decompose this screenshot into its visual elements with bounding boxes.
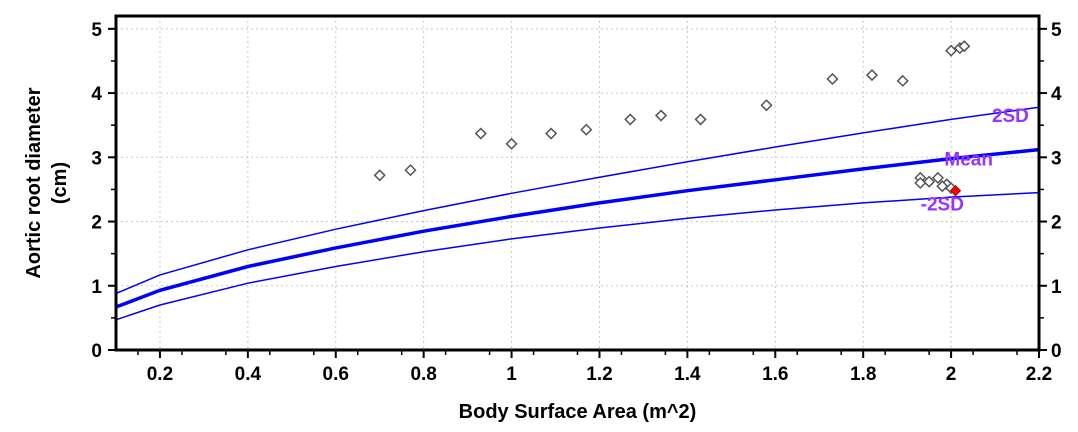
x-axis-ticks: 0.2 0.4 0.6 0.8 1 1.2 1.4 1.6 1.8 2 2.2 — [137, 350, 1052, 385]
data-point — [654, 109, 668, 122]
y-axis-title: Aortic root diameter — [23, 87, 45, 278]
data-point — [931, 171, 944, 184]
y-tick-label-right: 4 — [1051, 84, 1062, 105]
data-point — [896, 74, 909, 87]
data-point — [474, 127, 487, 140]
curve-label-mean: Mean — [944, 150, 993, 171]
curve-minus-2sd — [115, 191, 1040, 321]
x-tick-label: 0.2 — [147, 364, 173, 385]
x-axis-title: Body Surface Area (m^2) — [459, 401, 697, 423]
y-tick-label-right: 1 — [1051, 277, 1062, 298]
curve-labels: 2SD Mean -2SD — [921, 106, 1029, 216]
data-point — [826, 72, 839, 86]
data-point — [404, 164, 417, 177]
highlighted-data-point — [949, 185, 962, 197]
y-axis-ticks: 0 0 1 1 2 2 3 3 4 4 5 5 — [91, 20, 1062, 362]
x-tick-label: 2 — [946, 364, 957, 385]
data-point — [505, 137, 518, 150]
reference-curves — [115, 106, 1040, 321]
y-axis-title-unit: (cm) — [49, 162, 71, 204]
curve-mean — [115, 147, 1040, 309]
data-point — [373, 169, 386, 182]
x-tick-label: 1 — [506, 364, 517, 385]
data-points — [373, 40, 971, 197]
curve-plus-2sd — [115, 106, 1040, 295]
x-tick-label: 0.6 — [323, 364, 349, 385]
data-point — [923, 175, 936, 188]
data-point — [545, 127, 558, 140]
y-tick-label-left: 1 — [91, 277, 102, 298]
data-point — [694, 113, 707, 126]
data-point — [958, 40, 971, 53]
x-tick-label: 2.2 — [1026, 364, 1052, 385]
data-point — [760, 99, 773, 112]
x-tick-label: 0.8 — [410, 364, 436, 385]
y-tick-label-left: 3 — [91, 148, 102, 169]
grid — [116, 16, 1039, 350]
x-tick-label: 1.4 — [674, 364, 701, 385]
y-tick-label-left: 2 — [91, 213, 102, 234]
data-point — [865, 69, 879, 82]
y-tick-label-right: 0 — [1051, 341, 1062, 362]
y-tick-label-left: 0 — [91, 341, 102, 362]
data-point — [936, 180, 949, 193]
x-tick-label: 0.4 — [235, 364, 262, 385]
data-point — [580, 123, 593, 136]
x-tick-label: 1.6 — [762, 364, 788, 385]
y-tick-label-right: 2 — [1051, 213, 1062, 234]
curve-label-minus-2sd: -2SD — [921, 195, 964, 216]
x-tick-label: 1.8 — [850, 364, 876, 385]
y-tick-label-left: 5 — [91, 20, 102, 41]
curve-label-2sd: 2SD — [992, 106, 1029, 127]
data-point — [945, 44, 958, 57]
x-tick-label: 1.2 — [586, 364, 612, 385]
y-tick-label-left: 4 — [91, 84, 102, 105]
data-point — [624, 113, 637, 126]
y-tick-label-right: 5 — [1051, 20, 1062, 41]
y-tick-label-right: 3 — [1051, 148, 1062, 169]
